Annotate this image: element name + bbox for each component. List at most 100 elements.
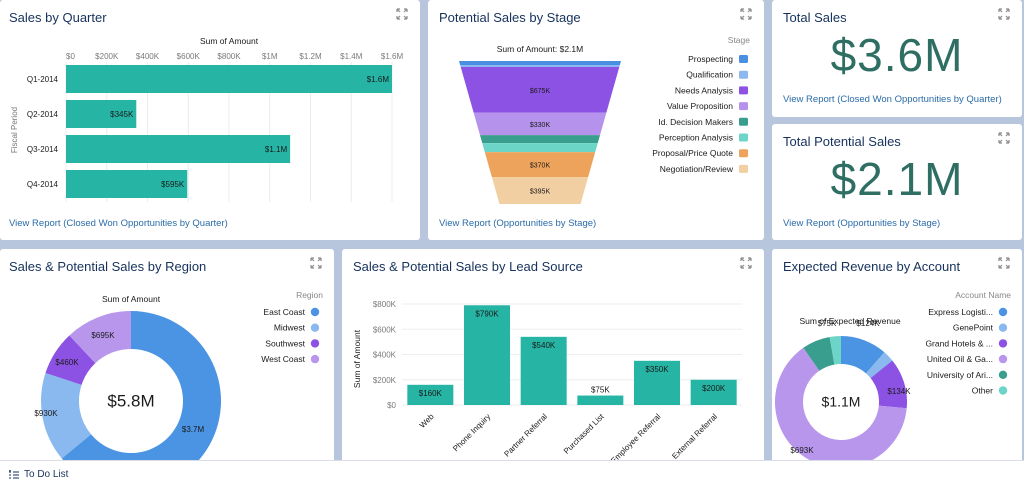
x-tick-label: $1.2M — [299, 52, 322, 61]
funnel-segment — [484, 152, 596, 178]
y-tick-label: $600K — [373, 325, 397, 334]
x-tick-label: Employee Referral — [609, 412, 662, 464]
legend-label: West Coast — [261, 354, 305, 364]
x-tick-label: $400K — [136, 52, 160, 61]
expand-icon[interactable] — [998, 257, 1010, 269]
data-label: $790K — [475, 309, 499, 318]
legend-dot — [998, 386, 1008, 395]
sales-by-quarter-panel: Sales by Quarter Sum of Amount $0 $200K $40… — [0, 0, 420, 240]
x-tick-label: Purchased List — [562, 412, 606, 456]
legend-dot — [998, 307, 1008, 317]
bar — [407, 384, 454, 405]
x-tick-label: $600K — [177, 52, 201, 61]
funnel-segment — [459, 61, 621, 65]
x-tick-label: $1M — [262, 52, 278, 61]
legend-label: Perception Analysis — [659, 133, 733, 143]
donut-slice — [45, 335, 96, 385]
legend-title: Stage — [728, 35, 750, 45]
data-label: $350K — [645, 365, 669, 374]
legend-title: Account Name — [955, 290, 1011, 300]
x-tick-label: $1.4M — [340, 52, 363, 61]
sales-by-quarter-chart: Sum of Amount $0 $200K $400K $600K $800K $1M $1… — [10, 36, 403, 202]
legend-label: Grand Hotels & ... — [925, 338, 993, 348]
bar — [66, 100, 137, 128]
legend-label: Id. Decision Makers — [658, 117, 733, 127]
legend-swatch — [739, 164, 748, 173]
panel-title: Sales & Potential Sales by Lead Source — [353, 259, 583, 274]
funnel-segment — [460, 65, 620, 67]
legend-label: Prospecting — [688, 54, 733, 64]
data-label: $75K — [818, 319, 837, 328]
center-total: $5.8M — [107, 392, 154, 411]
expand-icon[interactable] — [310, 257, 322, 269]
y-tick-label: Q1-2014 — [27, 75, 59, 84]
sales-by-lead-source-panel: Sales & Potential Sales by Lead Source $… — [342, 249, 764, 464]
sales-by-region-panel: Sales & Potential Sales by Region Sum of… — [0, 249, 334, 464]
view-report-link[interactable]: View Report (Opportunities by Stage) — [439, 218, 597, 229]
data-label: $693K — [790, 446, 814, 455]
legend-label: University of Ari... — [927, 370, 993, 380]
data-label: $395K — [530, 189, 551, 196]
expand-icon[interactable] — [396, 8, 408, 20]
y-tick-label: Q2-2014 — [27, 110, 59, 119]
funnel-segment — [491, 177, 589, 204]
funnel-segment — [460, 67, 620, 113]
legend-label: Midwest — [274, 323, 306, 333]
legend-label: Negotiation/Review — [660, 164, 734, 174]
donut-slice — [803, 336, 835, 371]
bar — [66, 135, 291, 163]
data-label: $345K — [110, 110, 134, 119]
expand-icon[interactable] — [998, 8, 1010, 20]
y-axis-title: Fiscal Period — [10, 107, 19, 153]
x-tick-label: $800K — [217, 52, 241, 61]
data-label: $695K — [91, 331, 115, 340]
funnel-segment — [473, 112, 607, 136]
legend-dot — [310, 307, 320, 317]
chart-title: Sum of Amount — [102, 294, 161, 304]
data-label: $1.1M — [265, 145, 288, 154]
todo-list-bar[interactable]: To Do List — [0, 460, 1024, 498]
expected-revenue-by-account-panel: Expected Revenue by Account Sum of Expec… — [772, 249, 1022, 464]
legend-swatch — [739, 102, 748, 111]
legend-swatch — [739, 55, 748, 63]
panel-title: Sales & Potential Sales by Region — [9, 259, 207, 274]
x-tick-label: Partner Referral — [502, 412, 549, 459]
lead-source-bar-chart: $0 $200K $400K $600K $800K Sum of Amount $160K… — [352, 300, 742, 464]
funnel-segment — [479, 135, 601, 144]
view-report-link[interactable]: View Report (Opportunities by Stage) — [783, 218, 941, 229]
total-potential-value: $2.1M — [830, 153, 964, 205]
data-label: $370K — [530, 163, 551, 170]
view-report-link[interactable]: View Report (Closed Won Opportunities by… — [783, 94, 1002, 105]
data-label: $540K — [532, 341, 556, 350]
x-tick-label: Web — [418, 412, 436, 430]
legend-label: Value Proposition — [667, 101, 733, 111]
potential-sales-by-stage-panel: Potential Sales by Stage Sum of Amount: … — [428, 0, 764, 240]
y-tick-label: $0 — [387, 401, 396, 410]
expand-icon[interactable] — [740, 257, 752, 269]
total-potential-sales-panel: Total Potential Sales $2.1M View Report … — [772, 124, 1022, 240]
panel-title: Potential Sales by Stage — [439, 10, 581, 25]
legend-swatch — [739, 117, 748, 126]
legend-dot — [310, 323, 320, 332]
legend-dot — [998, 370, 1008, 379]
center-total: $1.1M — [822, 394, 861, 410]
expand-icon[interactable] — [998, 132, 1010, 144]
stage-funnel-chart: Sum of Amount: $2.1M $675K $330K $370K $395K… — [459, 35, 750, 204]
bar — [577, 395, 624, 405]
legend-label: East Coast — [263, 307, 305, 317]
data-label: $200K — [702, 384, 726, 393]
data-label: $3.7M — [182, 425, 205, 434]
y-axis-title: Sum of Amount — [352, 329, 362, 388]
data-label: $134K — [887, 387, 911, 396]
y-tick-label: $200K — [373, 376, 397, 385]
legend-label: Needs Analysis — [675, 85, 733, 95]
expand-icon[interactable] — [740, 8, 752, 20]
data-label: $75K — [591, 386, 610, 395]
x-tick-label: Phone Inquiry — [451, 412, 492, 453]
view-report-link[interactable]: View Report (Closed Won Opportunities by… — [9, 218, 228, 229]
data-label: $595K — [161, 180, 185, 189]
legend-swatch — [739, 86, 748, 95]
y-tick-label: $800K — [373, 300, 397, 309]
legend-title: Region — [296, 290, 323, 300]
panel-title: Total Potential Sales — [783, 134, 901, 149]
